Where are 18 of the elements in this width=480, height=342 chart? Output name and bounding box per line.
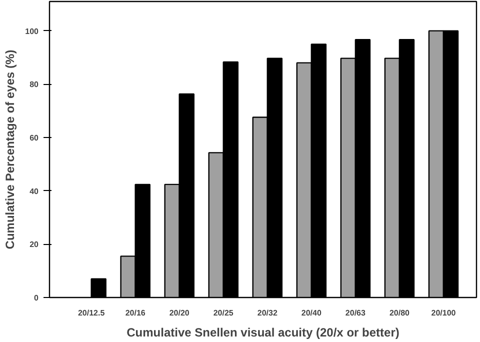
y-tick-label: 100: [25, 26, 40, 36]
x-tick-label: 20/20: [169, 308, 190, 318]
x-tick-label: 20/80: [389, 308, 410, 318]
bar: [90, 278, 106, 298]
y-tick-label: 40: [30, 186, 40, 196]
y-tick-label: 20: [30, 240, 40, 250]
x-tick-label: 20/100: [431, 308, 456, 318]
x-tick-label: 20/63: [345, 308, 366, 318]
x-axis-title: Cumulative Snellen visual acuity (20/x or better): [126, 326, 400, 340]
y-axis-title: Cumulative Percentage of eyes (%): [3, 50, 18, 250]
y-tick-label: 0: [34, 294, 40, 302]
y-tick-label: 80: [30, 80, 40, 90]
x-tick-label: 20/32: [257, 308, 278, 318]
y-tick-label: 60: [30, 134, 40, 142]
x-tick-label: 20/16: [125, 308, 146, 318]
x-tick-label: 20/40: [301, 308, 322, 318]
x-tick-label: 20/25: [213, 308, 234, 318]
x-tick-label: 20/12.5: [78, 308, 106, 318]
